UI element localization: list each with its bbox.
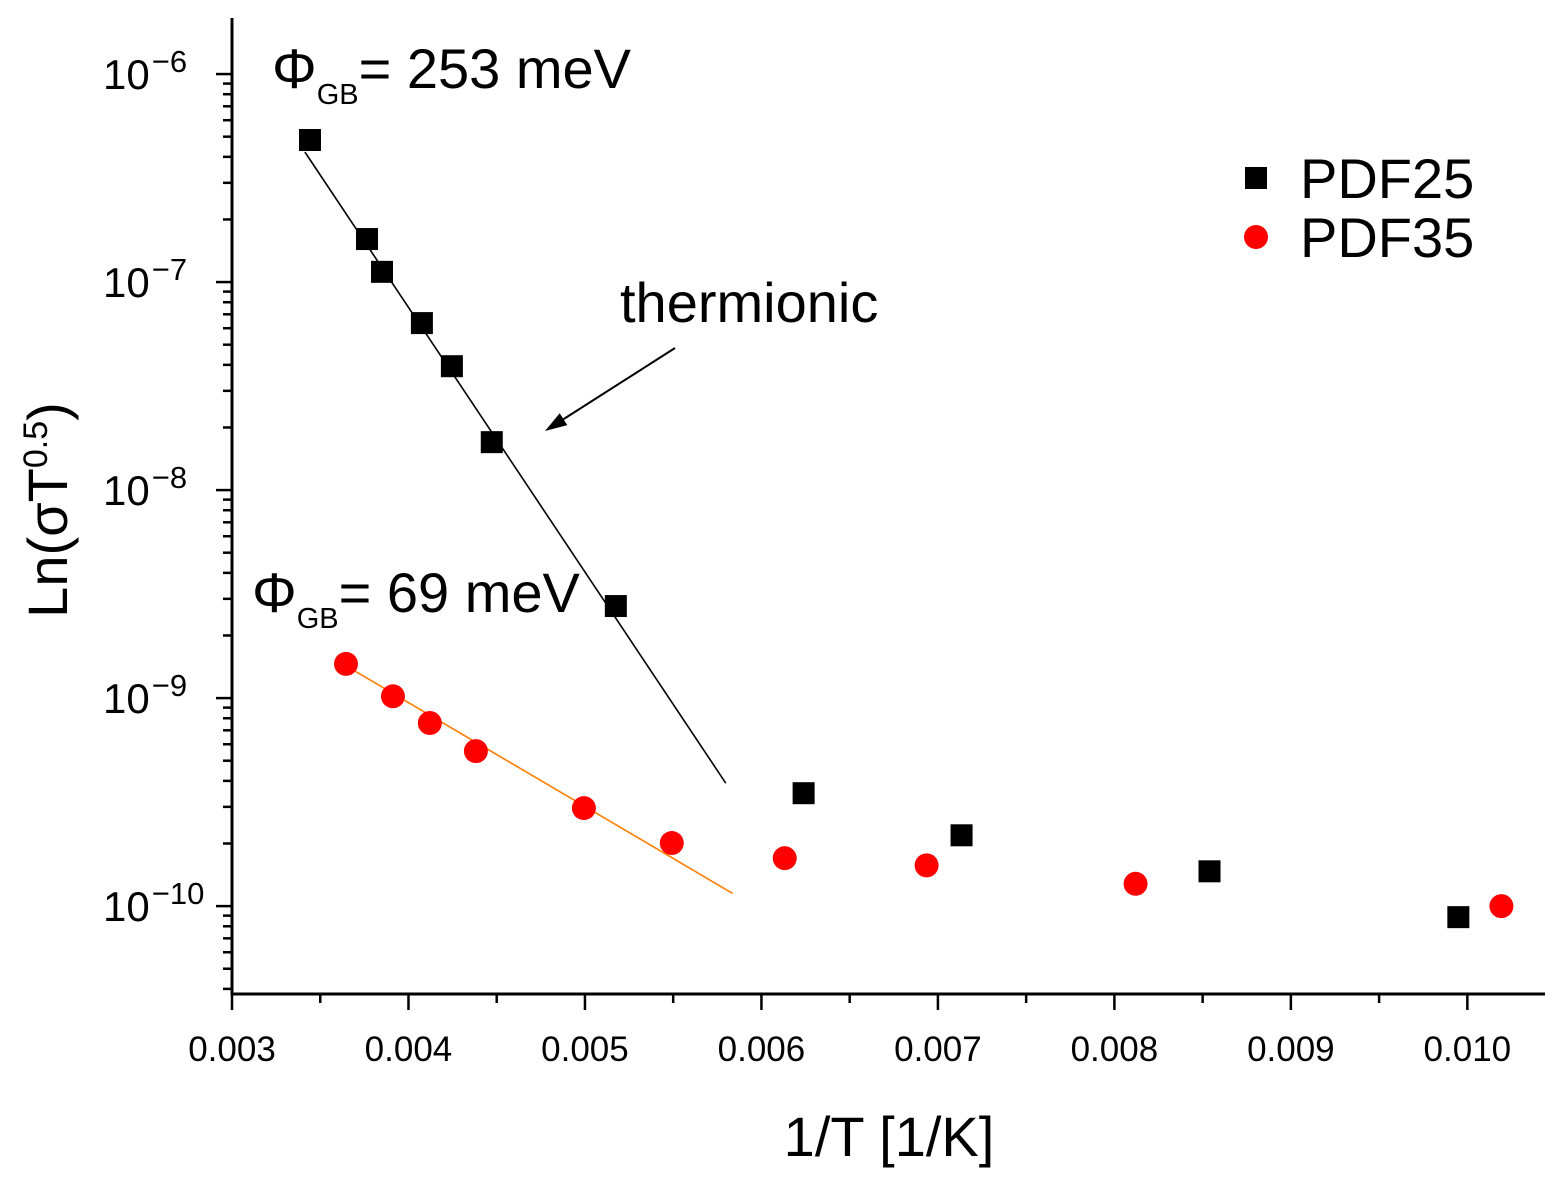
barrier-value: = 253 meV: [359, 37, 632, 100]
legend-marker-pdf25: [1245, 167, 1267, 189]
tick-labels-layer: 0.003 0.004 0.005 0.006 0.007 0.008 0.009 0.010…: [103, 44, 1511, 1069]
y-tick-label: 10−7: [103, 252, 187, 306]
pdf35-data-point: [571, 796, 596, 821]
pdf25-data-point: [604, 595, 627, 618]
x-tick-label: 0.007: [894, 1030, 982, 1069]
y-tick-label-exponent: −6: [152, 44, 187, 79]
pdf35-fit-line: [344, 664, 734, 895]
pdf25-data-point: [1198, 860, 1221, 883]
annotation-arrow: [545, 347, 676, 431]
pdf25-data-point: [299, 128, 322, 151]
y-tick-label-exponent: −10: [152, 876, 205, 911]
y-tick-label-exponent: −7: [152, 252, 187, 287]
y-tick-label: 10−8: [103, 460, 187, 514]
x-tick-label: 0.005: [541, 1030, 629, 1069]
x-tick-label: 0.003: [188, 1030, 276, 1069]
y-tick-label-base: 10: [103, 467, 150, 514]
pdf35-data-point: [1123, 871, 1148, 896]
y-tick-label-base: 10: [103, 51, 150, 98]
y-tick-label: 10−10: [103, 876, 204, 930]
legend-label-pdf35: PDF35: [1300, 206, 1474, 269]
pdf25-data-point: [792, 782, 815, 805]
pdf25-data-point: [410, 312, 433, 335]
x-tick-label: 0.010: [1424, 1030, 1512, 1069]
pdf25-data-point: [480, 431, 503, 454]
annotation-thermionic: thermionic: [620, 271, 878, 334]
legend-marker-pdf35: [1244, 225, 1268, 249]
phi-subscript: GB: [317, 79, 359, 111]
pdf25-data-point: [356, 228, 379, 251]
x-axis-label: 1/T [1/K]: [784, 1105, 995, 1168]
x-tick-label: 0.006: [718, 1030, 806, 1069]
pdf35-data-point: [1489, 894, 1514, 919]
data-points-layer: [299, 128, 1514, 929]
pdf25-data-point: [950, 824, 973, 847]
annotation-barrier-pdf35: ΦGB= 69 meV: [252, 561, 580, 635]
x-tick-label: 0.009: [1247, 1030, 1335, 1069]
pdf35-data-point: [772, 846, 797, 871]
y-axis-label: Ln(σT0.5): [16, 402, 79, 618]
y-tick-label: 10−6: [103, 44, 187, 98]
y-tick-label-base: 10: [103, 883, 150, 930]
y-axis-label-main: Ln(σT: [16, 468, 79, 618]
fit-lines-layer: [304, 151, 734, 895]
pdf35-data-point: [334, 651, 359, 676]
y-tick-label-base: 10: [103, 259, 150, 306]
phi-symbol: Φ: [272, 37, 317, 100]
ticks-layer: [216, 72, 1469, 1010]
pdf35-data-point: [914, 853, 939, 878]
pdf25-data-point: [1447, 906, 1470, 929]
pdf35-data-point: [417, 711, 442, 736]
legend-label-pdf25: PDF25: [1300, 147, 1474, 210]
arrow-head: [545, 413, 568, 431]
barrier-value: = 69 meV: [339, 561, 581, 624]
y-tick-label: 10−9: [103, 668, 187, 722]
pdf35-data-point: [380, 684, 405, 709]
y-tick-label-exponent: −9: [152, 668, 187, 703]
pdf25-data-point: [371, 260, 394, 283]
pdf25-data-point: [440, 355, 463, 378]
x-tick-label: 0.004: [365, 1030, 453, 1069]
x-tick-label: 0.008: [1071, 1030, 1159, 1069]
y-axis-label-end: ): [16, 402, 79, 421]
pdf35-data-point: [463, 739, 488, 764]
y-tick-label-exponent: −8: [152, 460, 187, 495]
pdf25-fit-line: [304, 151, 727, 784]
arrow-shaft: [562, 347, 676, 421]
legend: PDF25 PDF35: [1244, 147, 1474, 269]
annotation-barrier-pdf25: ΦGB= 253 meV: [272, 37, 632, 111]
phi-subscript: GB: [297, 603, 339, 635]
pdf35-data-point: [659, 831, 684, 856]
phi-symbol: Φ: [252, 561, 297, 624]
y-axis-label-superscript: 0.5: [17, 421, 55, 468]
y-tick-label-base: 10: [103, 675, 150, 722]
